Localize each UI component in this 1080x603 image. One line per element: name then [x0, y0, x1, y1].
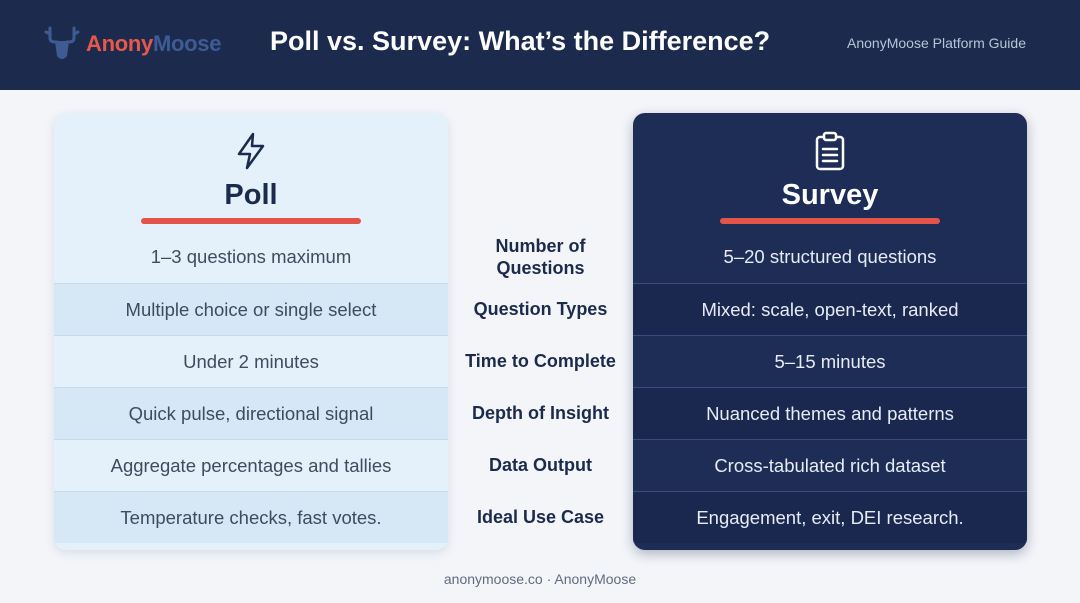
- poll-row: Quick pulse, directional signal: [54, 387, 448, 439]
- footer-text: anonymoose.co · AnonyMoose: [443, 571, 637, 587]
- survey-row: 5–15 minutes: [633, 335, 1027, 387]
- criteria-column: Number of Questions Question Types Time …: [448, 231, 633, 543]
- criterion-label: Number of Questions: [495, 236, 586, 278]
- criterion-label: Depth of Insight: [472, 403, 609, 423]
- clipboard-icon: [815, 131, 845, 171]
- survey-row: Engagement, exit, DEI research.: [633, 491, 1027, 543]
- survey-row: Mixed: scale, open-text, ranked: [633, 283, 1027, 335]
- criterion-label: Time to Complete: [465, 351, 616, 371]
- survey-card: Survey 5–20 structured questions Mixed: …: [633, 113, 1027, 550]
- criterion-label: Question Types: [473, 299, 608, 319]
- poll-title: Poll: [224, 179, 278, 211]
- moose-icon: [44, 26, 80, 59]
- survey-title: Survey: [781, 179, 879, 211]
- poll-row: Multiple choice or single select: [54, 283, 448, 335]
- survey-rows: 5–20 structured questions Mixed: scale, …: [633, 231, 1027, 543]
- logo[interactable]: AnonyMoose: [44, 22, 221, 66]
- lightning-bolt-icon: [237, 132, 265, 170]
- page-title: Poll vs. Survey: What’s the Difference?: [270, 26, 771, 56]
- criterion-label: Data Output: [489, 455, 592, 475]
- survey-row: 5–20 structured questions: [723, 246, 937, 267]
- poll-card: Poll 1–3 questions maximum Multiple choi…: [54, 113, 448, 550]
- survey-row: Nuanced themes and patterns: [633, 387, 1027, 439]
- survey-title-underline: [720, 218, 940, 224]
- poll-rows: 1–3 questions maximum Multiple choice or…: [54, 231, 448, 543]
- survey-row: Cross-tabulated rich dataset: [633, 439, 1027, 491]
- logo-text: AnonyMoose: [86, 31, 222, 56]
- poll-title-underline: [141, 218, 361, 224]
- poll-row: Aggregate percentages and tallies: [54, 439, 448, 491]
- header-bar: AnonyMoose Poll vs. Survey: What’s the D…: [0, 0, 1080, 90]
- poll-row: 1–3 questions maximum: [150, 246, 352, 267]
- poll-row: Under 2 minutes: [54, 335, 448, 387]
- poll-row: Temperature checks, fast votes.: [54, 491, 448, 543]
- criterion-label: Ideal Use Case: [476, 507, 605, 527]
- guide-label: AnonyMoose Platform Guide: [847, 35, 1026, 51]
